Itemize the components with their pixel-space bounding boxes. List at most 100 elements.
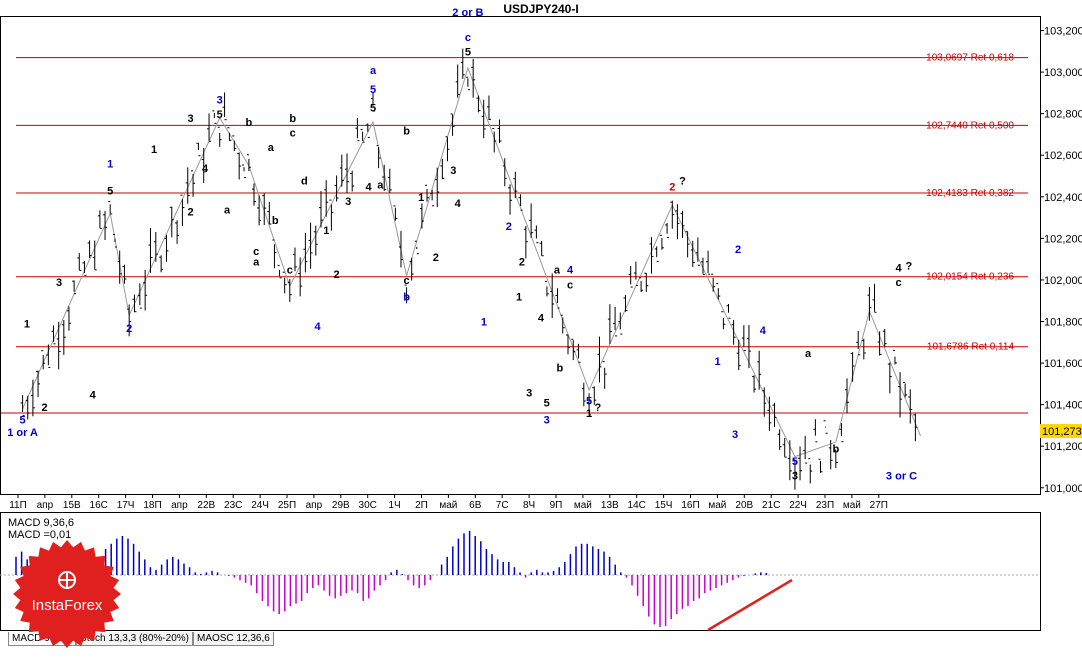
time-tick-label: 9П [550,500,563,511]
price-tick-label: 101,800 [1044,317,1082,329]
wave-label: a [554,265,561,277]
wave-label: 2 [735,244,741,256]
time-tick-label: 6В [469,500,482,511]
fib-level-label: 102,0154 Ret 0,236 [926,272,1014,283]
time-tick-label: 11П [9,500,27,511]
wave-label: c [567,279,573,291]
time-tick-label: 16П [681,500,699,511]
wave-label: 4 [455,198,462,210]
time-tick-label: 16С [90,500,108,511]
macd-trendline [707,578,793,632]
wave-label: b [246,117,253,129]
wave-label: a [377,179,384,191]
time-tick-label: 25П [278,500,296,511]
fib-level-label: 102,4183 Ret 0,382 [926,188,1014,199]
time-tick-label: 14С [628,500,646,511]
price-tick-label: 102,200 [1044,233,1082,245]
price-tick-label: 103,200 [1044,26,1082,38]
wave-label: 4 [896,263,903,275]
time-tick-label: 15Ч [655,500,673,511]
wave-label: 3 [56,277,62,289]
time-tick-label: 8Ч [523,500,535,511]
tab-maosc[interactable]: MAOSC 12,36,6 [192,632,274,646]
wave-label: b [289,113,296,125]
wave-label: 4 [538,313,545,325]
wave-label: d [301,175,308,187]
wave-label: 1 [151,144,157,156]
time-tick-label: 13В [601,500,619,511]
wave-label: 3 [217,94,223,106]
wave-label: 5 [792,456,798,468]
wave-label: 3 [544,414,550,426]
wave-label: 1 [481,317,487,329]
time-tick-label: апр [37,500,54,511]
time-tick-label: 23С [224,500,242,511]
wave-label: 5 [217,109,223,121]
wave-label: 1 [714,356,720,368]
wave-label: ? [905,261,912,273]
wave-label: 4 [90,389,97,401]
wave-label: 5 [370,84,376,96]
wave-label: c [404,275,410,287]
wave-label: 1 or A [7,427,38,439]
time-tick-label: май [439,500,457,511]
instaforex-logo: InstaForex [13,540,121,648]
wave-label: 3 [526,387,532,399]
wave-label: b [403,125,410,137]
wave-label: 2 [506,221,512,233]
logo-icon [58,571,76,589]
wave-label: 3 [732,429,738,441]
wave-label: 2 [433,252,439,264]
fib-level-label: 102,7440 Ret 0,500 [926,120,1014,131]
wave-label: c [287,265,293,277]
time-tick-label: май [708,500,726,511]
wave-label: 1 [24,319,30,331]
time-tick-label: апр [171,500,188,511]
wave-label: a [805,348,812,360]
time-tick-label: 21С [762,500,780,511]
wave-label: b [272,215,279,227]
current-price-box [1040,424,1082,439]
wave-label: c [290,128,296,140]
wave-label: 5 [544,398,550,410]
wave-label: c [465,32,471,44]
time-tick-label: 29В [332,500,350,511]
wave-label: 3 [450,165,456,177]
wave-label: b [557,362,564,374]
macd-panel [0,512,1041,631]
wave-path [22,66,921,458]
price-tick-label: 101,200 [1044,441,1082,453]
price-tick-label: 102,400 [1044,192,1082,204]
wave-label: ? [679,175,686,187]
wave-label: c [253,246,259,258]
current-price-label: 101,273 [1042,426,1082,438]
time-tick-label: 7С [496,500,509,511]
wave-label: 2 [669,182,675,194]
wave-label: 1 [107,159,113,171]
price-panel [0,16,1041,495]
wave-label: a [224,204,231,216]
wave-label: 1 [516,292,522,304]
price-tick-label: 102,600 [1044,150,1082,162]
wave-label: a [370,65,377,77]
wave-label: 2 [126,323,132,335]
price-tick-label: 101,400 [1044,400,1082,412]
logo-seal [13,540,121,648]
wave-label: 1 [586,408,592,420]
time-tick-label: май [843,500,861,511]
time-tick-label: 17Ч [117,500,135,511]
fib-level-label: 101,6786 Ret 0,114 [927,342,1015,353]
chart-title: USDJPY240-I [503,2,579,16]
time-tick-label: 23П [816,500,834,511]
price-tick-label: 101,000 [1044,483,1082,495]
wave-label: 5 [465,46,471,58]
wave-label: a [268,142,275,154]
time-tick-label: апр [306,500,323,511]
time-tick-label: май [574,500,592,511]
time-tick-label: 22Ч [789,500,807,511]
time-tick-label: 2П [415,500,428,511]
wave-label: 3 [187,113,193,125]
price-bars [20,48,918,490]
macd-value-label: MACD =0,01 [8,529,72,541]
